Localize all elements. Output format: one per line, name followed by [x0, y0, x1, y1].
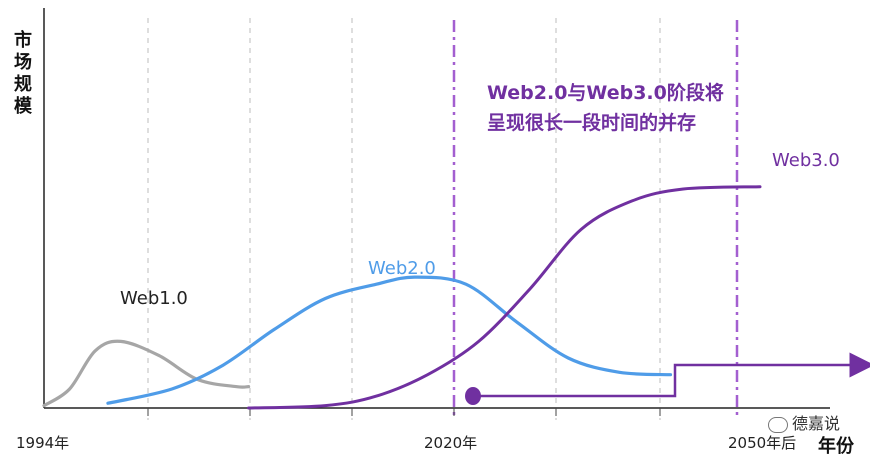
series-label-web2-0: Web2.0 [368, 258, 436, 279]
y-axis-title: 市场规模 [14, 30, 32, 117]
x-tick-label-2050: 2050年后 [728, 434, 797, 452]
marker-dot-2020 [465, 387, 481, 405]
wechat-icon [767, 416, 788, 433]
coexistence-annotation: Web2.0与Web3.0阶段将 呈现很长一段时间的并存 [487, 78, 747, 138]
x-axis-title: 年份 [818, 436, 854, 457]
watermark-text: 德嘉说 [791, 414, 840, 433]
series-line-web3-0 [247, 185, 762, 410]
x-tick-label-2020: 2020年 [424, 434, 478, 452]
series-label-web3-0: Web3.0 [772, 150, 840, 171]
series-label-web1-0: Web1.0 [120, 288, 188, 309]
timeline-arrow [473, 352, 870, 398]
watermark: 德嘉说 [767, 410, 840, 434]
annotation-line-2: 呈现很长一段时间的并存 [487, 112, 697, 134]
series-line-web1-0 [42, 339, 251, 408]
annotation-line-1: Web2.0与Web3.0阶段将 [487, 82, 724, 104]
series-line-web2-0 [106, 275, 673, 405]
x-tick-label-1994: 1994年 [16, 434, 70, 452]
